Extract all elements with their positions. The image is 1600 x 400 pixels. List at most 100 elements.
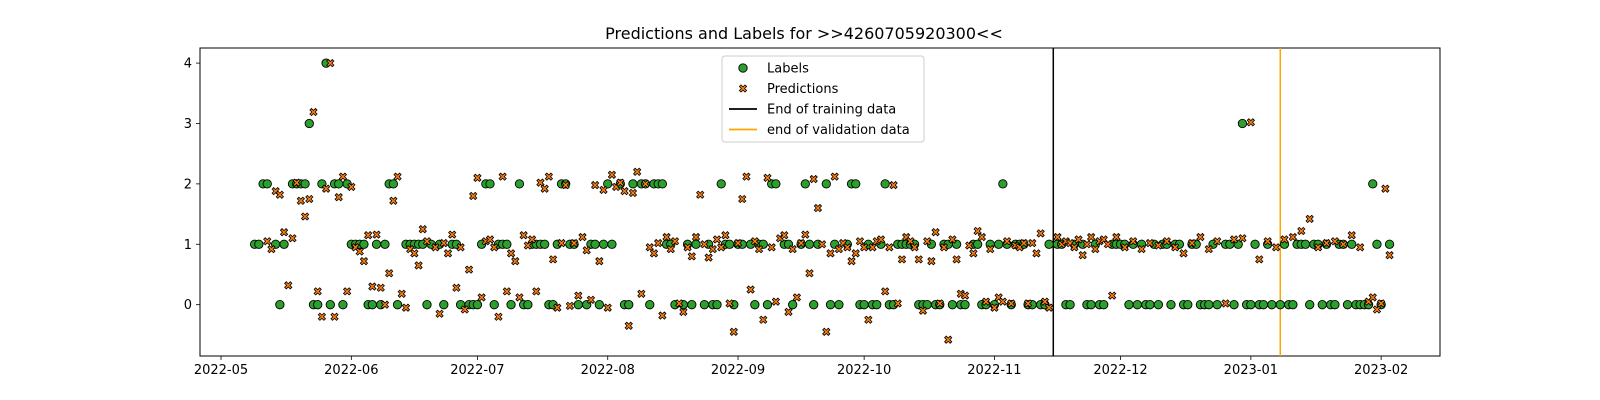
label-point bbox=[1368, 179, 1378, 189]
prediction-point bbox=[363, 231, 373, 240]
prediction-point bbox=[847, 257, 856, 266]
prediction-point bbox=[1162, 237, 1171, 246]
label-point bbox=[1342, 300, 1353, 310]
label-point bbox=[573, 300, 583, 310]
prediction-point bbox=[1385, 250, 1394, 260]
label-point bbox=[1086, 300, 1096, 310]
label-point bbox=[472, 300, 483, 310]
legend-label: End of training data bbox=[767, 103, 896, 118]
prediction-point bbox=[288, 234, 297, 243]
prediction-point bbox=[717, 243, 726, 252]
prediction-point bbox=[1372, 305, 1382, 314]
prediction-point bbox=[1288, 232, 1298, 242]
prediction-point bbox=[1171, 243, 1180, 252]
prediction-point bbox=[675, 299, 684, 308]
prediction-point bbox=[1112, 232, 1121, 242]
prediction-point bbox=[557, 238, 566, 248]
x-tick-label: 2022-08 bbox=[581, 363, 635, 378]
label-point bbox=[724, 239, 735, 249]
prediction-point bbox=[414, 261, 423, 270]
prediction-point bbox=[729, 327, 738, 337]
label-point bbox=[325, 300, 335, 310]
label-point bbox=[489, 300, 499, 310]
label-point bbox=[540, 239, 550, 249]
y-tick-label: 2 bbox=[184, 177, 192, 192]
prediction-point bbox=[1145, 238, 1155, 248]
prediction-point bbox=[981, 297, 991, 306]
prediction-point bbox=[817, 240, 827, 249]
prediction-point bbox=[939, 243, 949, 252]
legend-box bbox=[721, 55, 925, 143]
prediction-point bbox=[473, 173, 482, 183]
prediction-point bbox=[380, 300, 390, 309]
label-point bbox=[1347, 239, 1357, 249]
prediction-point bbox=[384, 269, 394, 278]
label-point bbox=[800, 179, 810, 189]
prediction-point bbox=[700, 240, 709, 249]
prediction-point bbox=[1255, 255, 1264, 264]
prediction-point bbox=[401, 303, 411, 312]
prediction-point bbox=[494, 312, 503, 321]
prediction-point bbox=[536, 178, 545, 187]
prediction-point bbox=[1128, 237, 1138, 246]
label-point bbox=[1065, 300, 1075, 310]
prediction-point bbox=[1044, 303, 1054, 312]
label-point bbox=[993, 239, 1004, 249]
label-point bbox=[872, 300, 882, 310]
label-point bbox=[275, 300, 285, 310]
label-point bbox=[1183, 300, 1193, 310]
prediction-point bbox=[296, 196, 306, 205]
label-point bbox=[1212, 300, 1222, 310]
label-point bbox=[1330, 300, 1340, 310]
prediction-point bbox=[338, 172, 348, 181]
prediction-point bbox=[435, 309, 444, 318]
prediction-point bbox=[1007, 299, 1016, 308]
y-tick-label: 1 bbox=[184, 238, 192, 253]
predictions-series bbox=[263, 58, 1394, 344]
y-tick-label: 4 bbox=[184, 57, 192, 72]
label-point bbox=[514, 179, 525, 189]
prediction-point bbox=[490, 243, 499, 252]
prediction-point bbox=[952, 255, 961, 264]
prediction-point bbox=[410, 249, 419, 258]
prediction-point bbox=[532, 287, 541, 296]
prediction-point bbox=[923, 237, 932, 246]
chart-title: Predictions and Labels for >>42607059203… bbox=[605, 24, 1003, 43]
prediction-point bbox=[826, 249, 835, 258]
label-point bbox=[334, 179, 344, 189]
x-tick-label: 2023-02 bbox=[1354, 363, 1408, 378]
prediction-point bbox=[368, 282, 377, 291]
label-point bbox=[716, 179, 726, 189]
prediction-point bbox=[944, 335, 953, 344]
label-point bbox=[998, 179, 1008, 189]
legend-item-end-of-training: End of training data bbox=[729, 103, 896, 118]
prediction-point bbox=[708, 244, 717, 254]
label-point bbox=[880, 179, 890, 189]
prediction-point bbox=[1107, 291, 1117, 300]
prediction-point bbox=[389, 196, 398, 205]
plot-area bbox=[199, 47, 1441, 357]
label-point bbox=[1288, 300, 1298, 310]
prediction-point bbox=[1086, 232, 1096, 242]
prediction-point bbox=[843, 243, 852, 252]
prediction-point bbox=[305, 194, 314, 204]
label-point bbox=[762, 300, 773, 310]
label-point bbox=[804, 239, 815, 249]
prediction-point bbox=[876, 235, 886, 244]
prediction-point bbox=[439, 238, 448, 248]
prediction-point bbox=[620, 186, 629, 196]
prediction-point bbox=[738, 194, 747, 204]
prediction-point bbox=[1019, 238, 1029, 248]
prediction-point bbox=[796, 238, 806, 248]
prediction-point bbox=[464, 265, 474, 274]
label-point bbox=[1124, 300, 1134, 310]
prediction-point bbox=[515, 293, 524, 302]
label-point bbox=[788, 300, 798, 310]
label-point bbox=[960, 300, 970, 310]
prediction-point bbox=[279, 228, 289, 237]
x-tick-label: 2022-07 bbox=[450, 363, 504, 378]
prediction-point bbox=[1040, 297, 1050, 306]
prediction-point bbox=[397, 289, 406, 298]
prediction-point bbox=[267, 244, 276, 254]
prediction-point bbox=[553, 303, 562, 312]
